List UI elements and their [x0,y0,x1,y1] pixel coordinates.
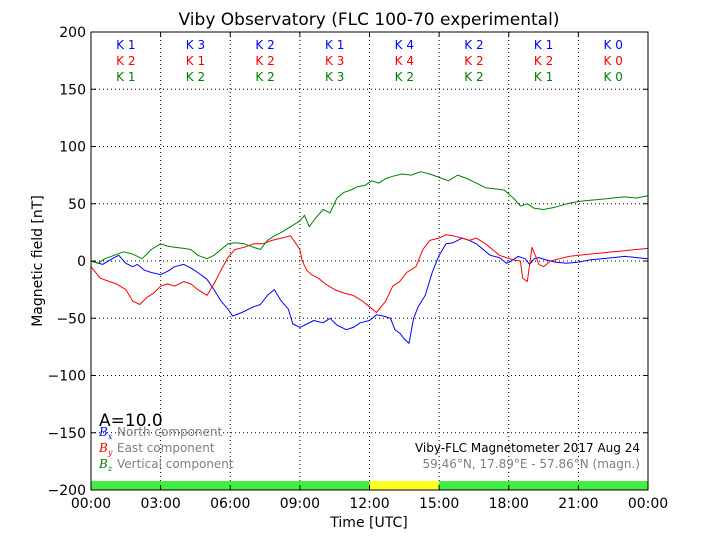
y-tick-label: 0 [77,254,86,270]
legend-item-vertical: Bz Vertical component [98,457,234,473]
status-bar-segment [369,481,440,490]
k-index-value: K 2 [116,54,135,68]
legend-item-north: Bx North component [98,425,223,441]
y-tick-label: −150 [48,426,86,442]
k-index-value: K 3 [186,38,205,52]
location-info: 59.46°N, 17.89°E - 57.86°N (magn.) [423,457,640,471]
svg-text:Bx: Bx [98,425,113,441]
k-index-value: K 2 [464,38,483,52]
k-index-value: K 3 [325,70,344,84]
k-index-value: K 2 [255,38,274,52]
y-tick-label: 100 [59,140,86,156]
k-index-value: K 4 [395,38,414,52]
svg-text:By: By [98,441,113,457]
x-axis-label: Time [UTC] [329,515,407,531]
status-bar-segment [439,481,648,490]
k-index-value: K 2 [534,54,553,68]
x-tick-label: 00:00 [628,496,668,512]
k-index-table: K 1 K 3 K 2 K 1 K 4 K 2 K 1 K 0 K 2 K 1 K 2 K 3 K 4 K… [116,38,623,84]
k-index-value: K 0 [604,38,623,52]
k-index-value: K 2 [464,54,483,68]
a-index-label: A=10.0 [99,411,163,431]
series-line-east [90,234,649,313]
y-tick-labels: 200 150 100 50 0 −50 −100 −150 −200 [48,25,86,499]
y-tick-label: 50 [68,197,86,213]
k-index-value: K 1 [534,38,553,52]
y-tick-label: −200 [48,483,86,499]
legend-label-vertical: Vertical component [117,457,234,471]
legend: Bx North component By East component Bz … [98,425,234,473]
legend-item-east: By East component [98,441,215,457]
x-tick-label: 06:00 [210,496,250,512]
grid-lines [91,32,648,490]
svg-text:Bz: Bz [98,457,113,473]
k-index-value: K 1 [186,54,205,68]
y-tick-label: 200 [59,25,86,41]
k-index-value: K 0 [604,70,623,84]
k-index-value: K 1 [325,38,344,52]
k-index-value: K 1 [116,38,135,52]
series-lines [90,171,649,344]
x-tick-label: 00:00 [71,496,111,512]
k-index-value: K 2 [464,70,483,84]
y-tick-label: −50 [56,311,86,327]
chart-title: Viby Observatory (FLC 100-70 experimenta… [179,10,560,30]
y-axis-label: Magnetic field [nT] [30,195,46,327]
x-tick-label: 18:00 [489,496,529,512]
legend-label-north: North component [117,425,223,439]
x-tick-labels: 00:00 03:00 06:00 09:00 12:00 15:00 18:00 21:00… [71,496,668,512]
y-tick-label: 150 [59,82,86,98]
k-index-value: K 2 [255,70,274,84]
k-index-value: K 3 [325,54,344,68]
legend-label-east: East component [117,441,215,455]
k-index-value: K 0 [604,54,623,68]
instrument-info: Viby-FLC Magnetometer 2017 Aug 24 [415,441,640,455]
x-tick-label: 09:00 [280,496,320,512]
series-line-vertical [90,171,649,264]
k-index-value: K 2 [186,70,205,84]
x-tick-label: 21:00 [558,496,598,512]
k-index-value: K 4 [395,54,414,68]
k-index-value: K 1 [116,70,135,84]
x-tick-label: 15:00 [419,496,459,512]
x-tick-label: 12:00 [349,496,389,512]
y-tick-label: −100 [48,369,86,385]
axis-ticks [90,31,649,491]
k-index-value: K 1 [534,70,553,84]
x-tick-label: 03:00 [140,496,180,512]
k-index-value: K 2 [395,70,414,84]
series-line-north [90,237,649,344]
k-index-value: K 2 [255,54,274,68]
